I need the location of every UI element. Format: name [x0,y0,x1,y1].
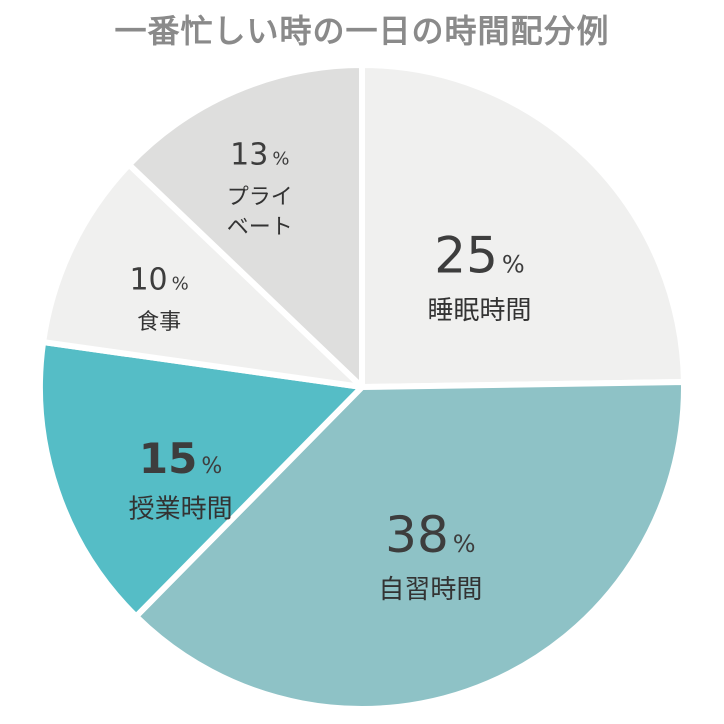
slice-percent-label: 10% [129,262,188,297]
slice-percent-label: 38% [385,506,475,564]
slice-category-label: プライ [227,185,293,210]
slice-percent-label: 25% [434,227,524,285]
pie-slice [126,62,365,390]
slice-category-label: 授業時間 [129,495,233,525]
slice-percent-label: 13% [230,138,289,173]
pie-slice [359,62,687,390]
pie-slice [40,161,365,390]
pie-slice [133,378,687,712]
chart-title: 一番忙しい時の一日の時間配分例 [114,12,610,50]
slice-category-label: 睡眠時間 [427,296,531,326]
slice-percent-label: 15% [139,434,222,483]
pie-slices [37,62,687,712]
slice-category-label: 食事 [137,310,181,335]
slice-category-label: ベート [227,215,293,240]
slice-category-label: 自習時間 [378,575,482,605]
pie-slice [37,339,365,620]
